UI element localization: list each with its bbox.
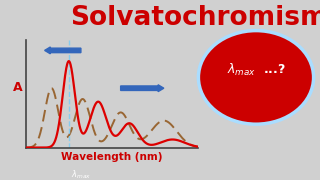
X-axis label: Wavelength (nm): Wavelength (nm) bbox=[61, 152, 163, 162]
Text: Solvatochromism: Solvatochromism bbox=[70, 5, 320, 31]
Y-axis label: A: A bbox=[12, 81, 22, 94]
Text: $\lambda_{max}$: $\lambda_{max}$ bbox=[71, 168, 92, 180]
Text: $\lambda_{max}$  ...?: $\lambda_{max}$ ...? bbox=[227, 62, 285, 78]
Ellipse shape bbox=[198, 31, 314, 124]
